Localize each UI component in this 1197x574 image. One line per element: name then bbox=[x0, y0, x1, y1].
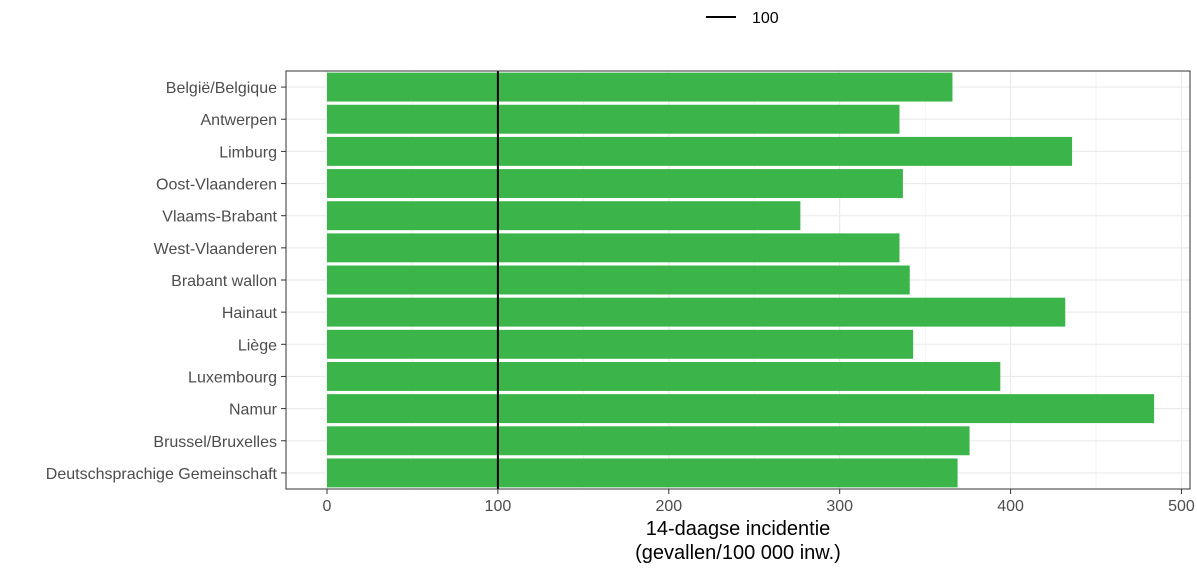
bars bbox=[327, 72, 1155, 488]
category-label: West-Vlaanderen bbox=[154, 241, 277, 258]
bar-6 bbox=[327, 265, 910, 295]
bar-4 bbox=[327, 201, 801, 231]
bar-9 bbox=[327, 361, 1001, 391]
category-label: Namur bbox=[229, 402, 278, 419]
legend: 100 bbox=[706, 10, 779, 27]
category-labels: België/Belgique Antwerpen Limburg Oost-Vlaa… bbox=[46, 80, 286, 483]
category-label: Brussel/Bruxelles bbox=[153, 434, 277, 451]
legend-reference-label: 100 bbox=[752, 10, 779, 27]
bar-1 bbox=[327, 104, 900, 134]
category-label: Hainaut bbox=[222, 305, 278, 322]
category-label: Vlaams-Brabant bbox=[162, 209, 277, 226]
x-tick-label: 400 bbox=[997, 498, 1024, 515]
category-label: Liège bbox=[238, 337, 277, 354]
bar-8 bbox=[327, 329, 914, 359]
x-tick-label: 500 bbox=[1168, 498, 1195, 515]
bar-3 bbox=[327, 169, 903, 199]
x-tick-label: 100 bbox=[485, 498, 512, 515]
x-axis-title-line-2: (gevallen/100 000 inw.) bbox=[635, 542, 841, 564]
category-label: Brabant wallon bbox=[171, 273, 277, 290]
bar-2 bbox=[327, 136, 1073, 166]
bar-0 bbox=[327, 72, 953, 102]
x-tick-label: 300 bbox=[826, 498, 853, 515]
bar-12 bbox=[327, 458, 958, 488]
x-tick-label: 200 bbox=[655, 498, 682, 515]
category-label: Oost-Vlaanderen bbox=[156, 177, 277, 194]
category-label: Antwerpen bbox=[201, 112, 278, 129]
x-axis-title-line-1: 14-daagse incidentie bbox=[646, 518, 831, 540]
x-tick-label: 0 bbox=[323, 498, 332, 515]
category-label: Deutschsprachige Gemeinschaft bbox=[46, 466, 278, 483]
category-label: Limburg bbox=[219, 144, 277, 161]
bar-10 bbox=[327, 394, 1155, 424]
bar-11 bbox=[327, 426, 970, 456]
bar-5 bbox=[327, 233, 900, 263]
x-axis-ticks: 0 100 200 300 400 500 bbox=[323, 489, 1195, 515]
bar-7 bbox=[327, 297, 1066, 327]
category-label: Luxembourg bbox=[188, 369, 277, 386]
category-label: België/Belgique bbox=[166, 80, 277, 97]
